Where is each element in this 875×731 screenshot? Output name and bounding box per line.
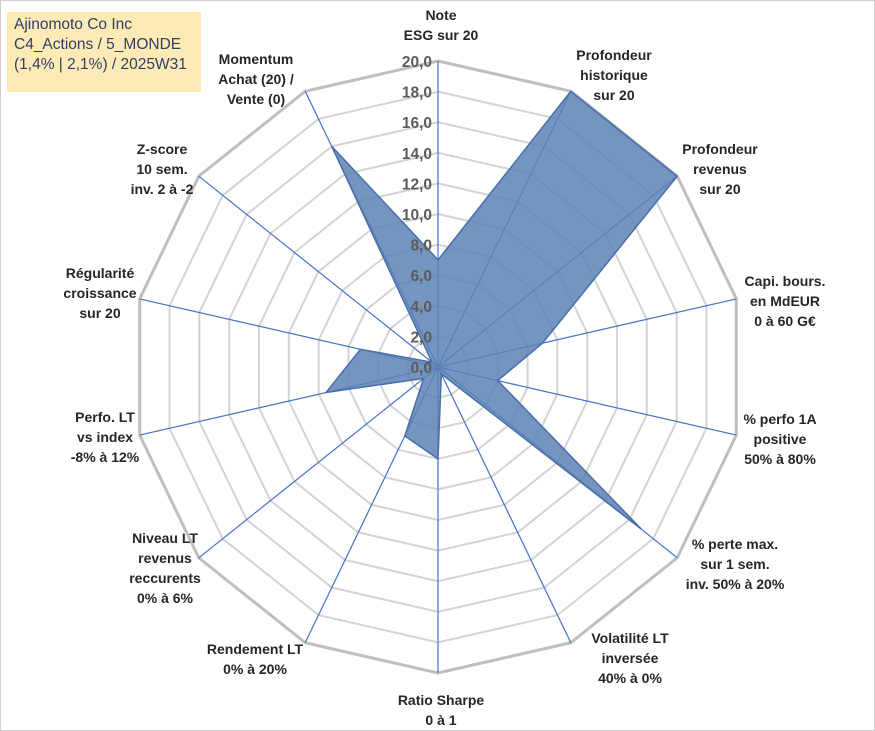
axis-label: Profondeur historique sur 20 <box>576 47 652 103</box>
axis-spoke <box>437 366 572 643</box>
title-line-3: (1,4% | 2,1%) / 2025W31 <box>14 56 187 73</box>
axis-label: Momentum Achat (20) / Vente (0) <box>218 51 294 107</box>
axis-label: Rendement LT 0% à 20% <box>207 641 304 677</box>
tick-label: 10,0 <box>402 207 432 224</box>
radar-axis-labels: Note ESG sur 20 Profondeur historique sur 20… <box>63 7 825 728</box>
tick-label: 16,0 <box>402 115 432 132</box>
title-line-1: Ajinomoto Co Inc <box>14 16 133 33</box>
axis-label: % perte max. sur 1 sem. inv. 50% à 20% <box>686 536 785 592</box>
tick-label: 8,0 <box>410 238 432 255</box>
title-line-2: C4_Actions / 5_MONDE <box>14 36 182 53</box>
title-box: Ajinomoto Co Inc C4_Actions / 5_MONDE (1… <box>7 12 201 92</box>
tick-label: 2,0 <box>410 329 432 346</box>
axis-label: Niveau LT revenus reccurents 0% à 6% <box>129 530 201 606</box>
axis-spoke <box>198 175 439 368</box>
axis-label: Régularité croissance sur 20 <box>63 265 136 321</box>
tick-label: 0,0 <box>410 360 432 377</box>
series-area <box>324 90 679 530</box>
axis-label: % perfo 1A positive 50% à 80% <box>743 411 816 467</box>
tick-label: 20,0 <box>402 54 432 71</box>
radar-series <box>324 90 679 530</box>
tick-label: 12,0 <box>402 176 432 193</box>
axis-label: Note ESG sur 20 <box>404 7 479 43</box>
tick-label: 6,0 <box>410 268 432 285</box>
tick-label: 18,0 <box>402 85 432 102</box>
axis-label: Z-score 10 sem. inv. 2 à -2 <box>131 141 194 197</box>
tick-label: 4,0 <box>410 299 432 316</box>
axis-label: Capi. bours. en MdEUR 0 à 60 G€ <box>745 273 826 329</box>
axis-label: Volatilité LT inversée 40% à 0% <box>591 630 669 686</box>
axis-label: Profondeur revenus sur 20 <box>682 141 758 197</box>
axis-label: Ratio Sharpe 0 à 1 <box>398 692 485 728</box>
axis-label: Perfo. LT vs index -8% à 12% <box>71 409 140 465</box>
axis-spoke <box>198 366 439 559</box>
radar-tick-labels: 0,0 2,0 4,0 6,0 8,0 10,0 12,0 14,0 16,0 18,0 20,0 <box>402 54 432 377</box>
tick-label: 14,0 <box>402 146 432 163</box>
